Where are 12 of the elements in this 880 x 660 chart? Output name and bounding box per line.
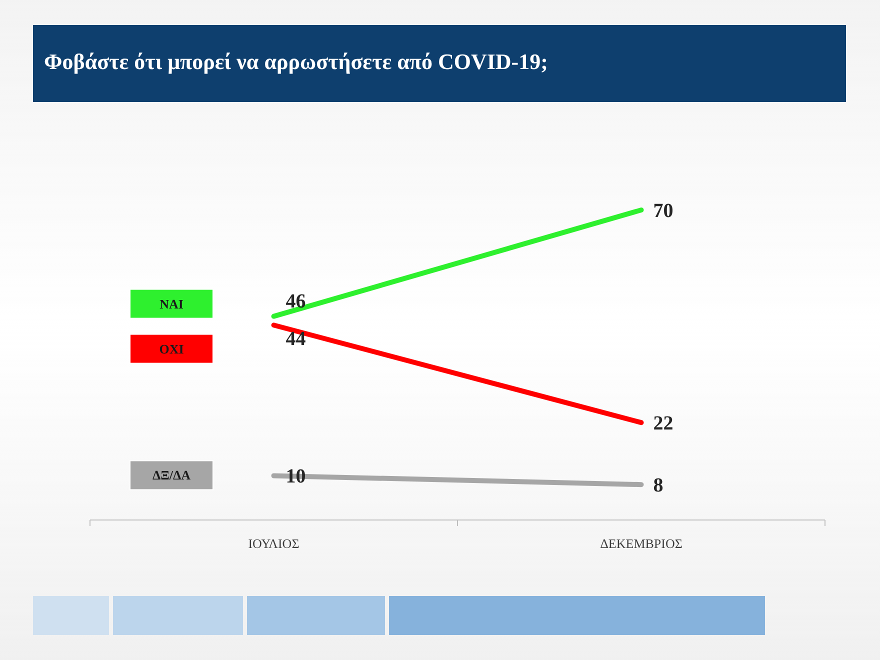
chart-title: Φοβάστε ότι μπορεί να αρρωστήσετε από COVID-19; <box>44 49 548 74</box>
data-label: 8 <box>653 474 664 497</box>
text: ΔΞ/ΔΑ <box>152 468 192 483</box>
x-tick-label: ΙΟΥΛΙΟΣ <box>248 536 300 551</box>
data-label: 44 <box>286 328 306 350</box>
data-label: 22 <box>653 412 674 435</box>
x-tick-label: ΔΕΚΕΜΒΡΙΟΣ <box>600 536 682 551</box>
text: ΟΧΙ <box>159 341 184 356</box>
text: ΝΑΙ <box>160 296 184 312</box>
data-label: 46 <box>286 290 306 312</box>
data-label: 10 <box>286 466 306 488</box>
data-label: 70 <box>653 200 674 222</box>
